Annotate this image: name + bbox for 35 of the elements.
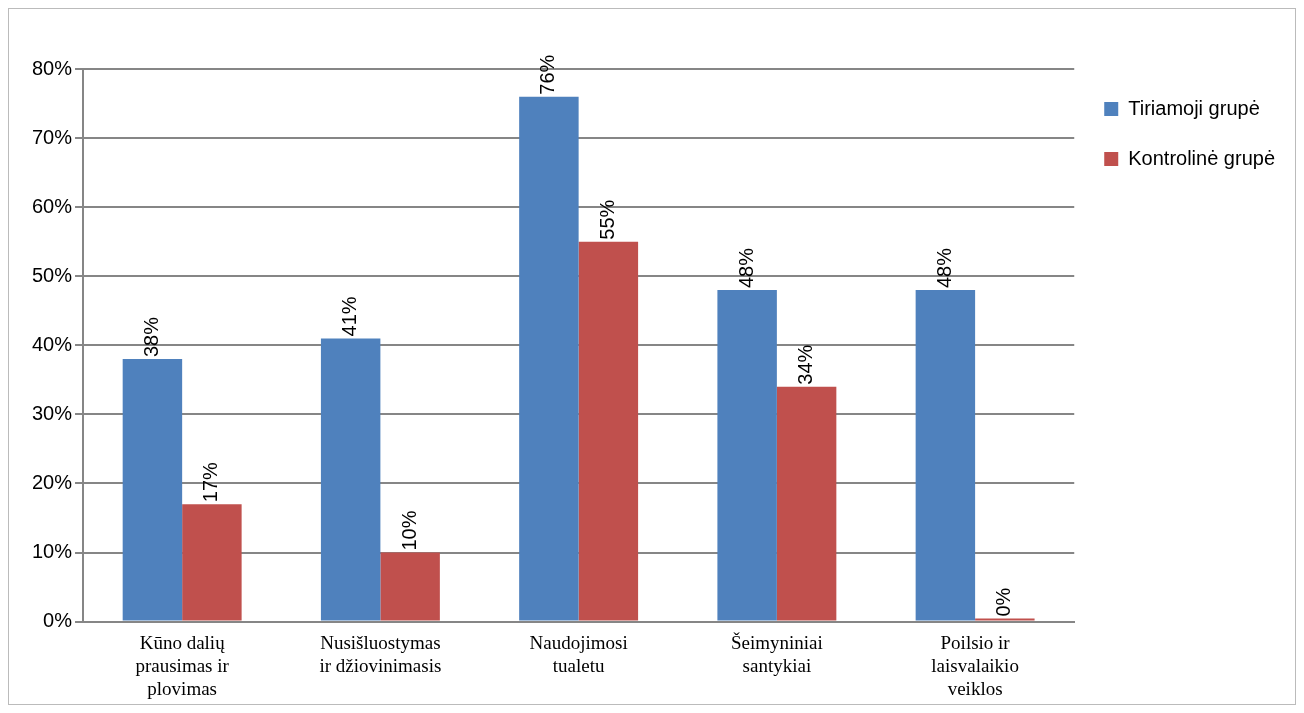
data-label: 38% <box>139 316 162 358</box>
bar <box>717 290 777 621</box>
data-label: 48% <box>734 247 757 289</box>
y-tick-label: 0% <box>43 609 73 632</box>
data-label: 48% <box>932 247 955 289</box>
x-tick-label: Naudojimosi tualetu <box>529 631 628 676</box>
bar <box>320 338 381 621</box>
bar <box>578 241 639 621</box>
x-tick-label: Kūno dalių prausimas ir plovimas <box>135 631 230 699</box>
bar <box>776 386 837 621</box>
data-label: 0% <box>992 587 1015 617</box>
y-tick-label: 30% <box>32 401 73 424</box>
data-label: 55% <box>595 199 618 240</box>
bar <box>915 290 976 621</box>
bar <box>380 552 440 621</box>
y-tick-label: 70% <box>32 125 73 148</box>
y-tick-label: 20% <box>32 470 73 493</box>
data-label: 41% <box>338 296 361 337</box>
data-label: 34% <box>794 344 817 385</box>
y-tick-label: 40% <box>32 332 73 355</box>
x-tick-label: Nusišluostymas ir džiovinimasis <box>319 631 442 676</box>
x-tick-label: Šeimyniniai santykiai <box>730 631 823 676</box>
x-tick-label: Poilsio ir laisvalaikio veiklos <box>931 631 1019 699</box>
y-tick-label: 80% <box>32 56 73 79</box>
y-tick-label: 10% <box>32 540 73 563</box>
bar <box>519 96 579 621</box>
data-label: 10% <box>397 510 420 551</box>
data-label: 17% <box>199 461 222 503</box>
data-label: 76% <box>536 54 559 95</box>
bar <box>122 359 183 621</box>
legend-label: Tiriamoji grupė <box>1128 96 1260 119</box>
y-tick-label: 60% <box>32 194 73 217</box>
y-tick-label: 50% <box>32 263 73 286</box>
legend-label: Kontrolinė grupė <box>1128 146 1276 169</box>
bar <box>182 504 242 621</box>
